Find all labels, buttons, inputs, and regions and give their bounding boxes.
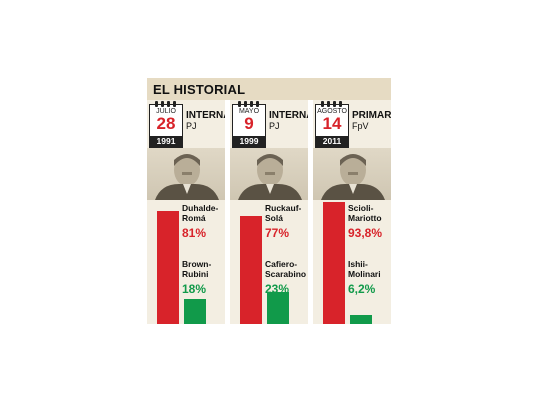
- party-label: FpV: [352, 121, 369, 131]
- runner-up-pct: 18%: [182, 282, 207, 296]
- panel-divider: [308, 100, 313, 324]
- candidate-portrait: [313, 148, 391, 200]
- winner-name-line1: Duhalde-: [182, 203, 219, 213]
- calendar-year: 2011: [316, 136, 348, 147]
- election-type-label: PRIMARIA: [352, 110, 391, 121]
- election-type: INTERNAPJ: [186, 110, 225, 132]
- calendar-year: 1991: [150, 136, 182, 147]
- bar-area: Ruckauf- Solá 77% Cafiero- Scarabino 23%: [230, 200, 308, 324]
- header-bar: EL HISTORIAL: [147, 78, 391, 100]
- winner-name-line1: Scioli-: [348, 203, 374, 213]
- calendar-icon: MAYO 9 1999: [232, 101, 266, 148]
- winner-pct: 81%: [182, 226, 207, 240]
- candidate-portrait: [147, 148, 225, 200]
- election-type: INTERNAPJ: [269, 110, 308, 132]
- winner-name-line2: Mariotto: [348, 212, 382, 223]
- winner-name: Duhalde- Romá: [182, 203, 219, 223]
- calendar-month: JULIO: [156, 108, 176, 115]
- runner-up-name-line2: Scarabino: [265, 268, 307, 279]
- calendar-month: AGOSTO: [317, 108, 347, 115]
- calendar-day: 14: [322, 114, 342, 133]
- runner-up-name-line1: Cafiero-: [265, 259, 298, 269]
- party-label: PJ: [269, 121, 280, 131]
- runner-up-bar: [184, 299, 206, 324]
- historial-graphic: EL HISTORIAL JULIO281991INTERNAPJDuhalde…: [147, 78, 391, 324]
- calendar-month: MAYO: [238, 108, 260, 115]
- calendar-day: 9: [244, 114, 254, 133]
- winner-name: Scioli- Mariotto: [348, 203, 382, 223]
- runner-up-name: Cafiero- Scarabino: [265, 259, 307, 279]
- panel-divider: [225, 100, 230, 324]
- calendar-day: 28: [156, 114, 176, 133]
- calendar-icon: AGOSTO 14 2011: [315, 101, 349, 148]
- runner-up-pct: 6,2%: [348, 282, 376, 296]
- runner-up-name: Brown- Rubini: [182, 259, 212, 279]
- party-label: PJ: [186, 121, 197, 131]
- election-type-label: INTERNA: [269, 110, 308, 121]
- bar-area: Duhalde- Romá 81% Brown- Rubini 18%: [147, 200, 225, 324]
- winner-pct: 93,8%: [348, 226, 383, 240]
- runner-up-bar: [267, 292, 289, 324]
- calendar-icon: JULIO 28 1991: [149, 101, 183, 148]
- header-title: EL HISTORIAL: [153, 82, 246, 97]
- runner-up-name-line2: Rubini: [182, 268, 209, 279]
- runner-up-name-line2: Molinari: [348, 268, 381, 279]
- candidate-portrait: [230, 148, 308, 200]
- runner-up-name-line1: Ishii-: [348, 259, 368, 269]
- runner-up-name-line1: Brown-: [182, 259, 212, 269]
- winner-name-line2: Romá: [182, 212, 206, 223]
- election-type-label: INTERNA: [186, 110, 225, 121]
- runner-up-name: Ishii- Molinari: [348, 259, 381, 279]
- calendar-year: 1999: [233, 136, 265, 147]
- winner-bar: [240, 216, 262, 324]
- winner-name-line2: Solá: [265, 212, 283, 223]
- runner-up-pct: 23%: [265, 282, 290, 296]
- election-type: PRIMARIAFpV: [352, 110, 391, 132]
- winner-name: Ruckauf- Solá: [265, 203, 302, 223]
- runner-up-bar: [350, 315, 372, 324]
- winner-bar: [323, 202, 345, 324]
- bar-area: Scioli- Mariotto 93,8% Ishii- Molinari 6,2%: [313, 200, 391, 324]
- winner-bar: [157, 211, 179, 324]
- winner-name-line1: Ruckauf-: [265, 203, 302, 213]
- winner-pct: 77%: [265, 226, 290, 240]
